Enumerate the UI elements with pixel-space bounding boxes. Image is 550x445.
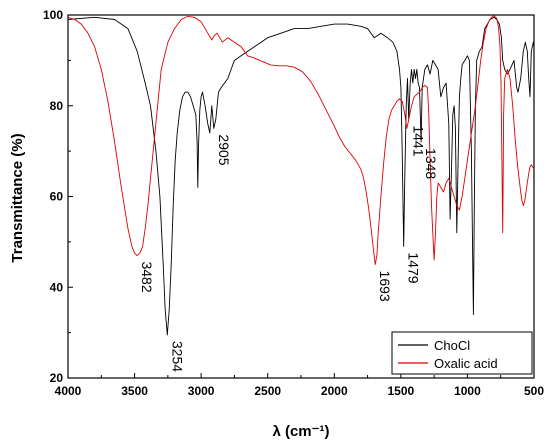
y-tick-label: 100 <box>43 8 63 22</box>
x-tick-label: 2500 <box>254 384 281 398</box>
series-group <box>67 15 535 336</box>
x-axis-label: λ (cm⁻¹) <box>272 423 329 440</box>
axes: 4000 3500 3000 2500 2000 1500 1000 500 20 40 60 80 1… <box>43 8 544 398</box>
series-line-chocl <box>67 16 535 336</box>
peak-label: 1693 <box>377 271 393 302</box>
x-tick-label: 1000 <box>454 384 481 398</box>
x-tick-label: 3500 <box>121 384 148 398</box>
peak-label: 1479 <box>406 252 422 283</box>
legend-label: ChoCl <box>434 338 470 353</box>
peak-label: 3482 <box>139 261 155 292</box>
peak-label: 2905 <box>216 134 232 165</box>
y-tick-label: 40 <box>50 280 64 294</box>
y-tick-label: 80 <box>50 99 64 113</box>
x-tick-label: 2000 <box>321 384 348 398</box>
peak-label: 1348 <box>423 148 439 179</box>
legend: ChoCl Oxalic acid <box>391 331 533 375</box>
legend-label: Oxalic acid <box>434 356 498 371</box>
x-tick-label: 1500 <box>388 384 415 398</box>
x-tick-label: 3000 <box>188 384 215 398</box>
series-line-oxalic-acid <box>67 15 535 266</box>
legend-box <box>391 331 533 375</box>
peak-label: 1441 <box>411 125 427 156</box>
peak-label: 3254 <box>169 341 185 372</box>
y-tick-label: 60 <box>50 190 64 204</box>
y-tick-label: 20 <box>50 371 64 385</box>
plot-frame <box>67 14 535 379</box>
y-axis-label: Transmittance (%) <box>9 133 26 262</box>
x-tick-label: 500 <box>524 384 544 398</box>
x-tick-label: 4000 <box>55 384 82 398</box>
